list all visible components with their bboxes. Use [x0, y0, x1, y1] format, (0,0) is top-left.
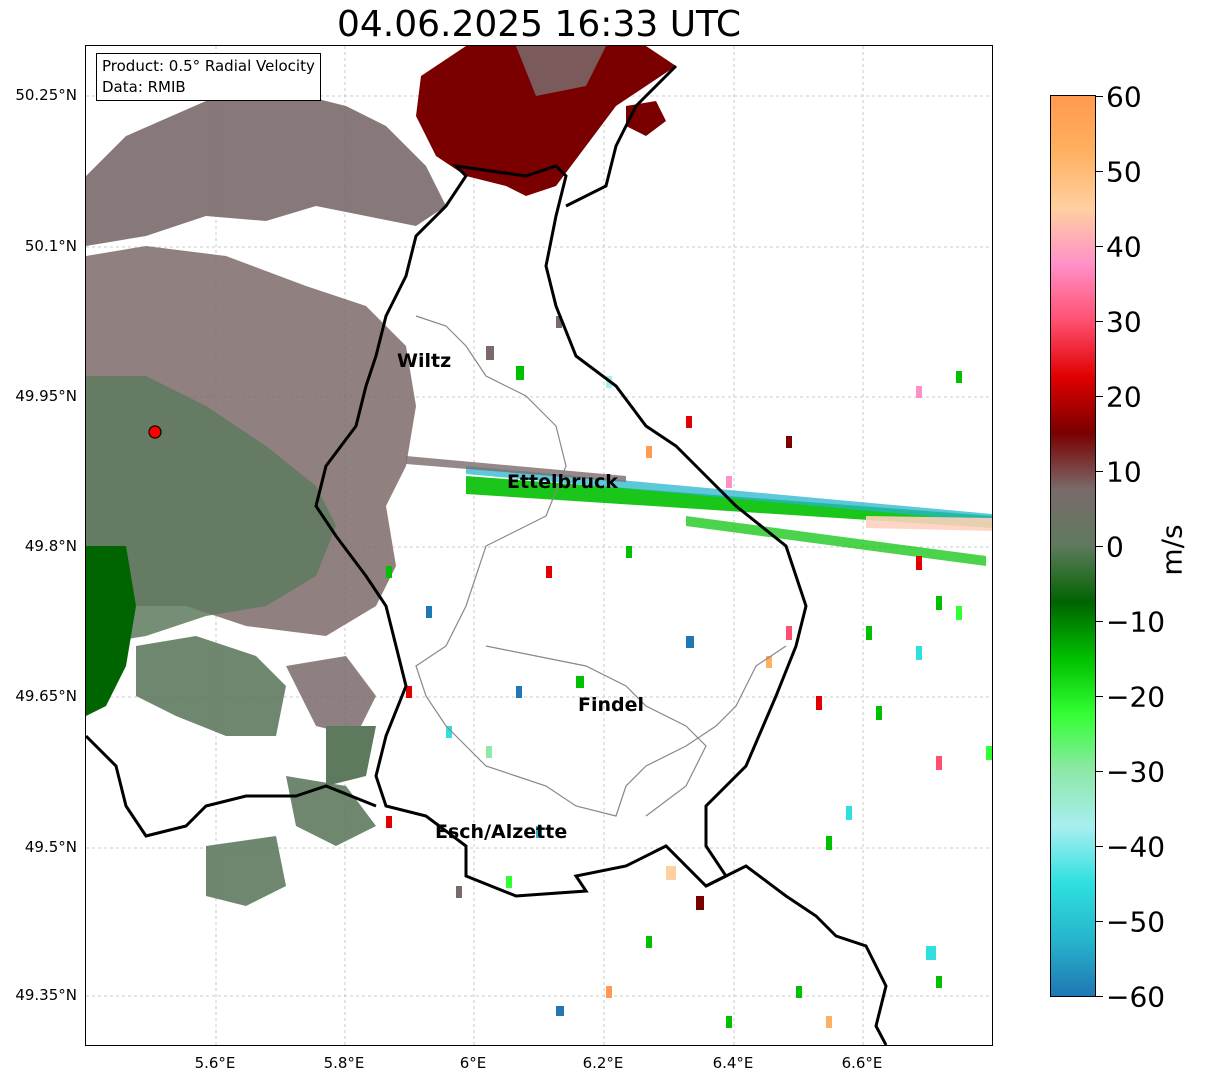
colorbar-tick-label: 50 [1106, 155, 1142, 189]
lat-tick-label: 49.95°N [15, 387, 77, 405]
colorbar-tick-label: −50 [1106, 905, 1166, 939]
product-info-box: Product: 0.5° Radial Velocity Data: RMIB [96, 53, 321, 101]
scattered-gates [386, 316, 992, 1028]
data-source-label: Data: RMIB [102, 78, 186, 96]
lat-tick-label: 49.8°N [24, 537, 77, 555]
lat-tick-label: 49.65°N [15, 687, 77, 705]
borders [86, 64, 888, 1045]
colorbar [1050, 95, 1096, 997]
colorbar-tick-label: −10 [1106, 605, 1166, 639]
radar-map-canvas [86, 46, 992, 1045]
lon-tick-label: 6.4°E [712, 1054, 754, 1072]
city-label-ettelbruck: Ettelbruck [507, 471, 618, 493]
radar-site-marker [148, 425, 162, 439]
colorbar-tick-label: 10 [1106, 455, 1142, 489]
lon-tick-label: 6.2°E [582, 1054, 624, 1072]
echo-areas [86, 46, 676, 906]
colorbar-tick-label: 40 [1106, 230, 1142, 264]
lat-tick-label: 50.1°N [24, 237, 77, 255]
colorbar-tick-label: 0 [1106, 530, 1124, 564]
lon-tick-label: 6.6°E [841, 1054, 883, 1072]
chart-title: 04.06.2025 16:33 UTC [336, 4, 742, 45]
city-label-findel: Findel [578, 694, 645, 716]
city-label-esch: Esch/Alzette [435, 821, 568, 843]
colorbar-tick-label: 30 [1106, 305, 1142, 339]
colorbar-tick-label: 60 [1106, 80, 1142, 114]
lon-tick-label: 6°E [459, 1054, 487, 1072]
lat-tick-label: 50.25°N [15, 86, 77, 104]
lon-tick-label: 5.8°E [323, 1054, 365, 1072]
colorbar-tick-label: 20 [1106, 380, 1142, 414]
product-label: Product: 0.5° Radial Velocity [102, 57, 315, 75]
colorbar-tick-label: −40 [1106, 830, 1166, 864]
colorbar-unit-label: m/s [1155, 524, 1189, 576]
colorbar-tick-label: −20 [1106, 680, 1166, 714]
city-label-wiltz: Wiltz [397, 350, 452, 372]
lat-tick-label: 49.35°N [15, 986, 77, 1004]
radar-map[interactable]: Product: 0.5° Radial Velocity Data: RMIB… [85, 45, 993, 1046]
lat-tick-label: 49.5°N [24, 838, 77, 856]
colorbar-tick-label: −30 [1106, 755, 1166, 789]
lon-tick-label: 5.6°E [194, 1054, 236, 1072]
colorbar-tick-label: −60 [1106, 980, 1166, 1014]
velocity-streaks [406, 456, 992, 566]
